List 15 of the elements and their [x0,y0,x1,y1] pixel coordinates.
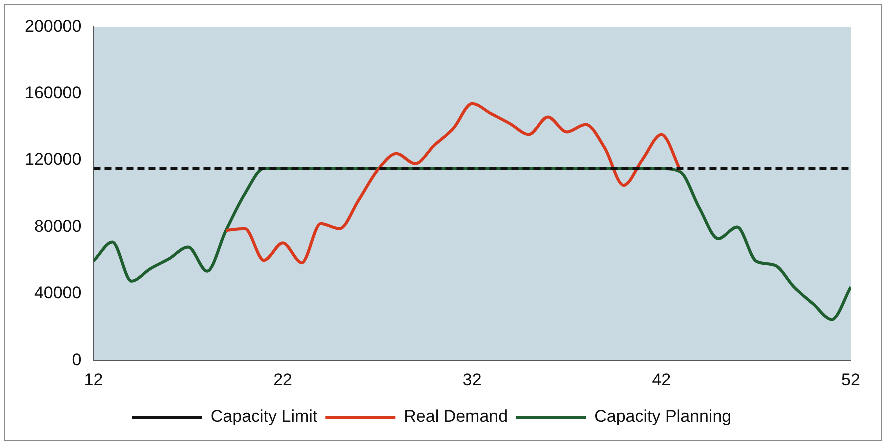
x-tick-label: 22 [274,370,293,390]
y-tick-label: 80000 [34,216,82,236]
y-tick-label: 0 [72,350,82,370]
x-tick-label: 42 [652,370,672,390]
legend-label: Capacity Limit [210,407,318,426]
x-tick-label: 32 [462,370,482,390]
x-tick-label: 12 [84,370,104,390]
y-tick-label: 120000 [24,150,82,170]
x-tick-label: 52 [842,370,860,390]
y-tick-label: 200000 [24,16,82,36]
y-tick-label: 160000 [24,84,82,103]
legend-label: Capacity Planning [594,407,732,426]
y-tick-label: 40000 [34,284,82,303]
line-series [224,102,682,265]
legend-label: Real Demand [404,407,508,426]
